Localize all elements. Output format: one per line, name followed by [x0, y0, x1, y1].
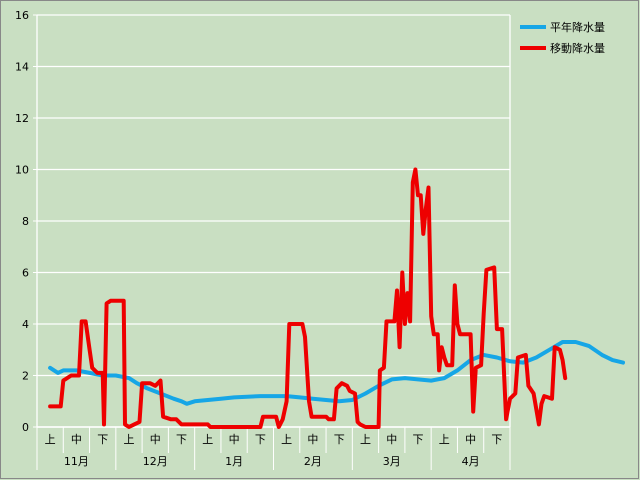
x-tick-label-dekad: 下	[491, 433, 502, 446]
x-tick-label-dekad: 上	[439, 433, 450, 446]
legend-label-moving: 移動降水量	[550, 41, 605, 55]
x-tick-label-dekad: 中	[307, 433, 318, 446]
y-tick-label: 16	[15, 9, 29, 22]
x-tick-label-dekad: 下	[97, 433, 108, 446]
x-tick-label-month: 1月	[225, 455, 243, 468]
x-tick-label-dekad: 中	[465, 433, 476, 446]
x-tick-label-dekad: 上	[123, 433, 134, 446]
x-tick-label-dekad: 上	[45, 433, 56, 446]
y-tick-label: 2	[22, 370, 29, 383]
y-tick-label: 14	[15, 61, 29, 74]
x-tick-label-dekad: 中	[229, 433, 240, 446]
x-tick-label-dekad: 中	[386, 433, 397, 446]
y-tick-label: 12	[15, 112, 29, 125]
x-tick-label-dekad: 中	[71, 433, 82, 446]
x-axis: 上中下11月上中下12月上中下1月上中下2月上中下3月上中下4月	[36, 426, 511, 470]
x-tick-label-dekad: 中	[150, 433, 161, 446]
x-tick-label-month: 4月	[462, 455, 480, 468]
x-tick-label-dekad: 上	[202, 433, 213, 446]
y-tick-label: 10	[15, 164, 29, 177]
x-tick-label-dekad: 下	[334, 433, 345, 446]
series-lines	[48, 167, 625, 429]
x-tick-label-month: 3月	[383, 455, 401, 468]
y-tick-label: 8	[22, 215, 29, 228]
series-line-moving	[48, 167, 568, 429]
x-tick-label-dekad: 下	[176, 433, 187, 446]
y-tick-label: 4	[22, 318, 29, 331]
x-tick-label-dekad: 下	[255, 433, 266, 446]
legend-label-normal: 平年降水量	[550, 20, 605, 34]
x-tick-label-dekad: 下	[413, 433, 424, 446]
x-tick-label-month: 12月	[143, 455, 168, 468]
x-tick-label-month: 11月	[64, 455, 89, 468]
legend: 平年降水量 移動降水量	[520, 20, 605, 55]
x-tick-label-dekad: 上	[360, 433, 371, 446]
x-tick-label-month: 2月	[304, 455, 322, 468]
y-axis-ticks: 0 2 4 6 8 10 12 14 16	[15, 9, 37, 434]
y-tick-label: 0	[22, 421, 29, 434]
x-tick-label-dekad: 上	[281, 433, 292, 446]
y-tick-label: 6	[22, 267, 29, 280]
